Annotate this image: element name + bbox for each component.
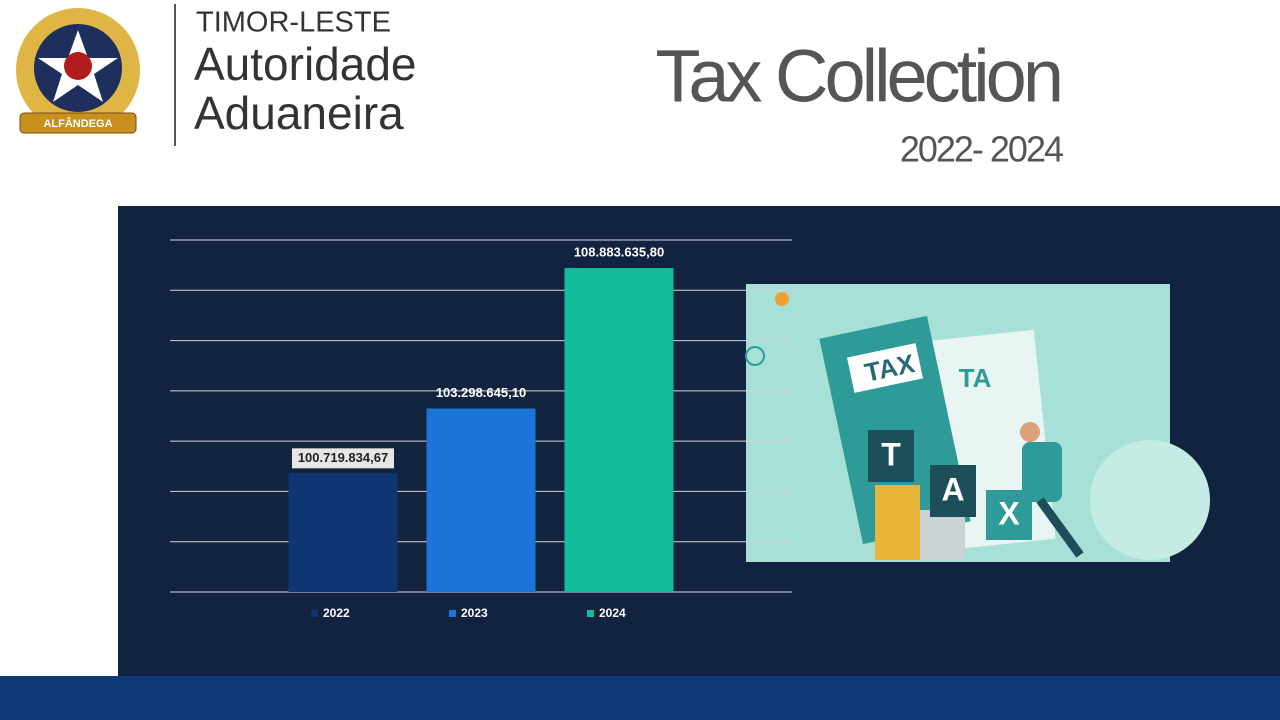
data-label: 100.719.834,67 xyxy=(298,450,388,465)
illustration-text: X xyxy=(998,495,1020,531)
legend-swatch xyxy=(449,610,456,617)
illustration-text: T xyxy=(881,436,901,472)
bar xyxy=(564,268,674,592)
illustration-text: TA xyxy=(959,363,992,393)
data-label: 103.298.645,10 xyxy=(436,385,526,400)
country: TIMOR-LESTE xyxy=(196,7,391,39)
legend-label: 2023 xyxy=(461,606,488,620)
illustration: TAX TA T A X xyxy=(745,284,1210,562)
legend-swatch xyxy=(311,610,318,617)
chart-title: Tax Collection xyxy=(655,35,1060,118)
logo: ALFÂNDEGA xyxy=(16,8,140,134)
illustration-text: A xyxy=(941,471,964,507)
data-label: 108.883.635,80 xyxy=(574,245,664,260)
bar xyxy=(288,473,398,592)
org-name: Autoridade xyxy=(194,38,417,90)
legend-swatch xyxy=(587,610,594,617)
chart-subtitle: 2022- 2024 xyxy=(900,129,1063,170)
data-label-box xyxy=(292,448,394,469)
bar xyxy=(426,408,536,592)
legend-label: 2022 xyxy=(323,606,350,620)
legend-label: 2024 xyxy=(599,606,626,620)
footer-band xyxy=(0,676,1280,720)
org-name: Aduaneira xyxy=(194,87,404,139)
logo-text: ALFÂNDEGA xyxy=(43,117,112,130)
